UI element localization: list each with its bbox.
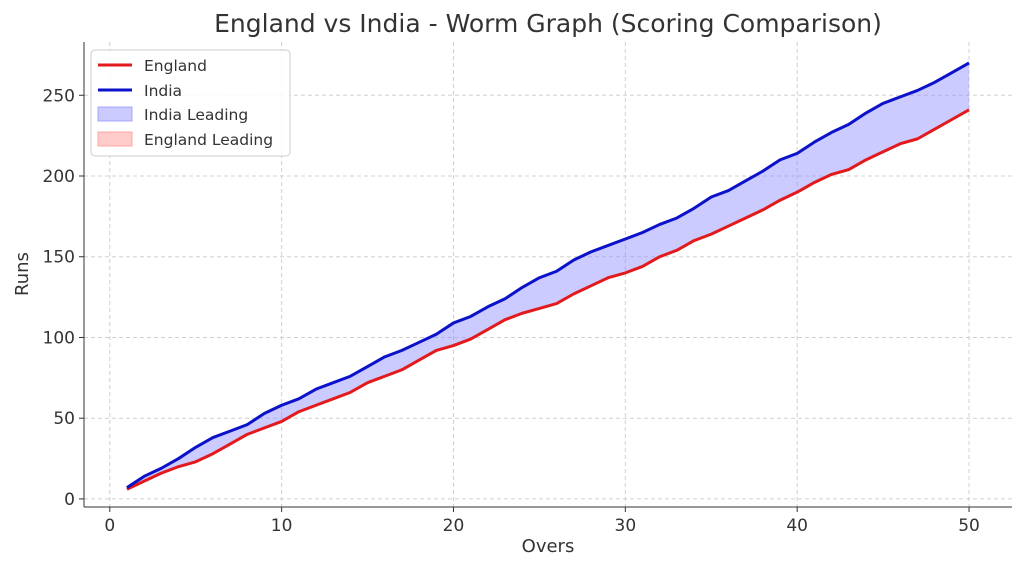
y-tick-label: 0 <box>64 490 75 510</box>
india-leading-area <box>126 62 970 490</box>
x-axis-label: Overs <box>522 536 575 557</box>
x-tick-label: 10 <box>271 516 293 536</box>
series-lines <box>126 61 970 491</box>
y-axis-label: Runs <box>12 252 33 296</box>
y-tick-label: 200 <box>43 167 75 187</box>
y-tick-label: 50 <box>53 409 75 429</box>
legend-england-label: England <box>144 57 207 75</box>
lead-fill-area <box>126 62 970 490</box>
legend-england-leading-swatch <box>97 131 133 147</box>
x-tick-label: 40 <box>786 516 808 536</box>
x-tick-label: 30 <box>615 516 637 536</box>
x-ticks: 0 10 20 30 40 50 <box>104 507 980 536</box>
legend-india-label: India <box>144 82 182 100</box>
series-line-india <box>126 61 970 489</box>
legend: England India India Leading England Lead… <box>90 49 291 157</box>
y-tick-label: 250 <box>43 86 75 106</box>
chart-title: England vs India - Worm Graph (Scoring C… <box>214 9 882 38</box>
y-tick-label: 100 <box>43 328 75 348</box>
legend-india-leading-label: India Leading <box>144 106 248 124</box>
legend-box <box>90 49 291 157</box>
x-tick-label: 20 <box>443 516 465 536</box>
legend-india-leading-swatch <box>97 106 133 122</box>
x-tick-label: 50 <box>958 516 980 536</box>
series-line-england <box>126 108 970 491</box>
x-tick-label: 0 <box>104 516 115 536</box>
y-tick-label: 150 <box>43 248 75 268</box>
y-ticks: 0 50 100 150 200 250 <box>43 86 84 510</box>
legend-england-leading-label: England Leading <box>144 131 273 149</box>
axes <box>83 42 1012 508</box>
